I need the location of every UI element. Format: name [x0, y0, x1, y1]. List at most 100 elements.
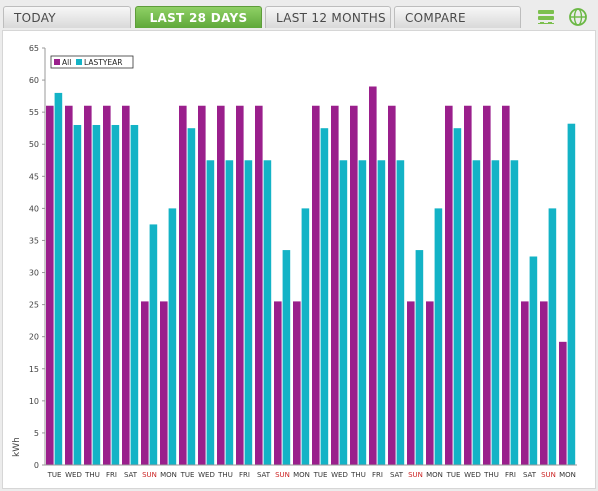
globe-icon[interactable]	[568, 7, 588, 27]
x-tick-label: FRI	[505, 471, 516, 479]
bar-all	[521, 301, 529, 465]
bar-lastyear	[92, 124, 101, 465]
y-tick-label: 5	[34, 429, 39, 438]
bar-lastyear	[415, 250, 424, 465]
bar-all	[84, 105, 92, 465]
tab-last-12-months[interactable]: LAST 12 MONTHS	[265, 6, 391, 28]
bar-lastyear	[111, 124, 120, 465]
x-tick-label: TUE	[446, 471, 461, 479]
bar-lastyear	[225, 160, 234, 465]
bar-lastyear	[282, 250, 291, 465]
y-tick-label: 50	[29, 140, 39, 149]
x-tick-label: SUN	[275, 471, 290, 479]
bar-all	[46, 105, 54, 465]
bar-all	[464, 105, 472, 465]
bar-lastyear	[130, 124, 139, 465]
server-settings-icon[interactable]	[536, 7, 556, 27]
tab-today[interactable]: TODAY	[3, 6, 131, 28]
bar-all	[103, 105, 111, 465]
bar-lastyear	[358, 160, 367, 465]
bar-all	[445, 105, 453, 465]
bar-all	[350, 105, 358, 465]
y-tick-label: 15	[29, 365, 39, 374]
bar-lastyear	[206, 160, 215, 465]
bar-all	[407, 301, 415, 465]
bar-all	[217, 105, 225, 465]
x-tick-label: WED	[331, 471, 348, 479]
bar-all	[502, 105, 510, 465]
bar-all	[293, 301, 301, 465]
x-tick-label: WED	[464, 471, 481, 479]
y-tick-label: 60	[29, 76, 39, 85]
bar-all	[559, 341, 567, 465]
bar-lastyear	[301, 208, 310, 465]
bar-lastyear	[54, 92, 63, 466]
chart-panel: 0 5 10 15 20 25 30 35 40 45 50 55 60 65 kWh TUE WED THU F…	[2, 30, 596, 489]
bars	[46, 86, 576, 466]
x-tick-label: THU	[217, 471, 233, 479]
bar-lastyear	[73, 124, 82, 465]
x-tick-label: WED	[65, 471, 82, 479]
legend-label-lastyear: LASTYEAR	[84, 58, 123, 67]
x-tick-label: SUN	[408, 471, 423, 479]
bar-lastyear	[187, 128, 196, 465]
y-tick-label: 55	[29, 108, 39, 117]
x-tick-label: SAT	[390, 471, 404, 479]
y-tick-label: 20	[29, 333, 39, 342]
y-axis: 0 5 10 15 20 25 30 35 40 45 50 55 60 65 kWh	[12, 44, 46, 470]
bar-lastyear	[453, 128, 462, 465]
x-tick-label: MON	[160, 471, 177, 479]
bar-all	[331, 105, 339, 465]
bar-lastyear	[339, 160, 348, 465]
x-tick-label: THU	[483, 471, 499, 479]
x-tick-label: THU	[350, 471, 366, 479]
bar-all	[274, 301, 282, 465]
bar-lastyear	[149, 224, 158, 465]
bar-lastyear	[567, 123, 576, 465]
x-tick-label: TUE	[313, 471, 328, 479]
tab-last-28-days[interactable]: LAST 28 DAYS	[135, 6, 262, 28]
legend-swatch-all	[54, 59, 60, 65]
x-tick-label: FRI	[106, 471, 117, 479]
y-tick-label: 45	[29, 172, 39, 181]
x-tick-label: SAT	[257, 471, 271, 479]
x-tick-label: SUN	[142, 471, 157, 479]
bar-all	[369, 86, 377, 465]
x-axis: TUE WED THU FRI SAT SUN MON TUE WED THU FRI SAT SUN M…	[45, 464, 577, 479]
x-tick-label: SAT	[523, 471, 537, 479]
bar-all	[160, 301, 168, 465]
bar-all	[426, 301, 434, 465]
tab-compare[interactable]: COMPARE	[394, 6, 521, 28]
x-tick-label: THU	[84, 471, 100, 479]
bar-lastyear	[320, 128, 329, 465]
y-tick-label: 30	[29, 269, 39, 278]
legend-swatch-lastyear	[76, 59, 82, 65]
bar-all	[122, 105, 130, 465]
bar-lastyear	[529, 256, 538, 465]
legend-label-all: All	[62, 58, 71, 67]
legend-box	[50, 55, 134, 69]
bar-lastyear	[472, 160, 481, 465]
x-tick-label: WED	[198, 471, 215, 479]
bar-lastyear	[263, 160, 272, 465]
bar-lastyear	[510, 160, 519, 465]
bar-all	[312, 105, 320, 465]
bar-lastyear	[168, 208, 177, 465]
bar-all	[179, 105, 187, 465]
bar-all	[483, 105, 491, 465]
bar-lastyear	[396, 160, 405, 465]
x-tick-label: SAT	[124, 471, 138, 479]
bar-lastyear	[548, 208, 557, 465]
bar-all	[388, 105, 396, 465]
bar-all	[141, 301, 149, 465]
bar-all	[65, 105, 73, 465]
x-tick-label: FRI	[372, 471, 383, 479]
bar-lastyear	[491, 160, 500, 465]
y-tick-label: 40	[29, 204, 39, 213]
bar-lastyear	[377, 160, 386, 465]
y-tick-label: 25	[29, 301, 39, 310]
x-tick-label: SUN	[541, 471, 556, 479]
x-tick-label: FRI	[239, 471, 250, 479]
bar-all	[540, 301, 548, 465]
